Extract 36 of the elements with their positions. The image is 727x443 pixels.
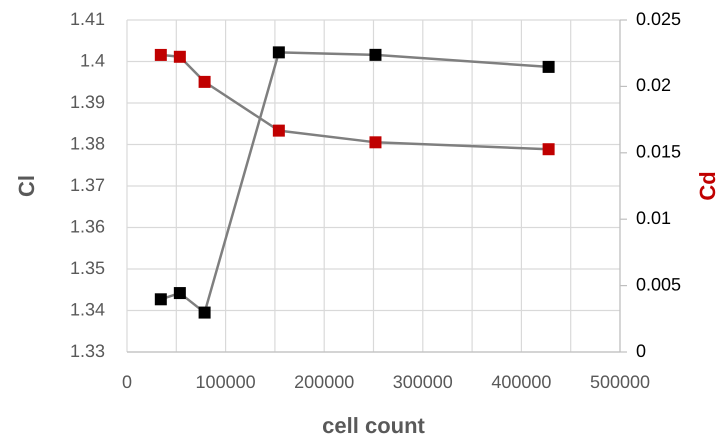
point: [174, 287, 186, 300]
y-tick-label: 1.4: [80, 50, 105, 70]
y-tick-label: 1.35: [70, 258, 105, 278]
y2-tick-label: 0: [636, 340, 646, 361]
y2-tick-label: 0.015: [636, 142, 682, 162]
y2-tick-label: 0.005: [636, 274, 682, 294]
x-tick-label: 200000: [294, 372, 354, 392]
point: [198, 306, 211, 319]
point: [542, 143, 555, 156]
point: [272, 124, 285, 137]
point: [198, 76, 211, 88]
y-tick-label: 1.41: [70, 8, 105, 29]
point: [174, 50, 186, 63]
point: [154, 293, 167, 306]
y2-tick-label: 0.02: [636, 75, 672, 96]
y-axis-title: Cl: [14, 175, 39, 197]
y-tick-label: 1.38: [70, 133, 105, 154]
y2-axis-title: Cd: [695, 171, 720, 201]
x-tick-label: 500000: [590, 372, 650, 392]
point: [369, 136, 382, 148]
x-axis-title: cell count: [322, 413, 426, 438]
x-tick-label: 400000: [491, 372, 552, 392]
y-tick-label: 1.33: [70, 340, 105, 361]
point: [369, 48, 382, 61]
x-tick-label: 100000: [196, 372, 256, 392]
x-tick-label: 0: [122, 372, 132, 392]
y2-tick-label: 0.025: [636, 8, 682, 29]
y-tick-label: 1.36: [70, 216, 105, 236]
point: [154, 48, 167, 61]
y2-tick-label: 0.01: [636, 208, 672, 228]
point: [542, 60, 555, 73]
y-tick-label: 1.34: [70, 299, 105, 320]
y-tick-label: 1.39: [70, 92, 105, 112]
y-tick-label: 1.37: [70, 174, 105, 195]
x-tick-label: 300000: [392, 372, 453, 392]
point: [272, 46, 285, 58]
